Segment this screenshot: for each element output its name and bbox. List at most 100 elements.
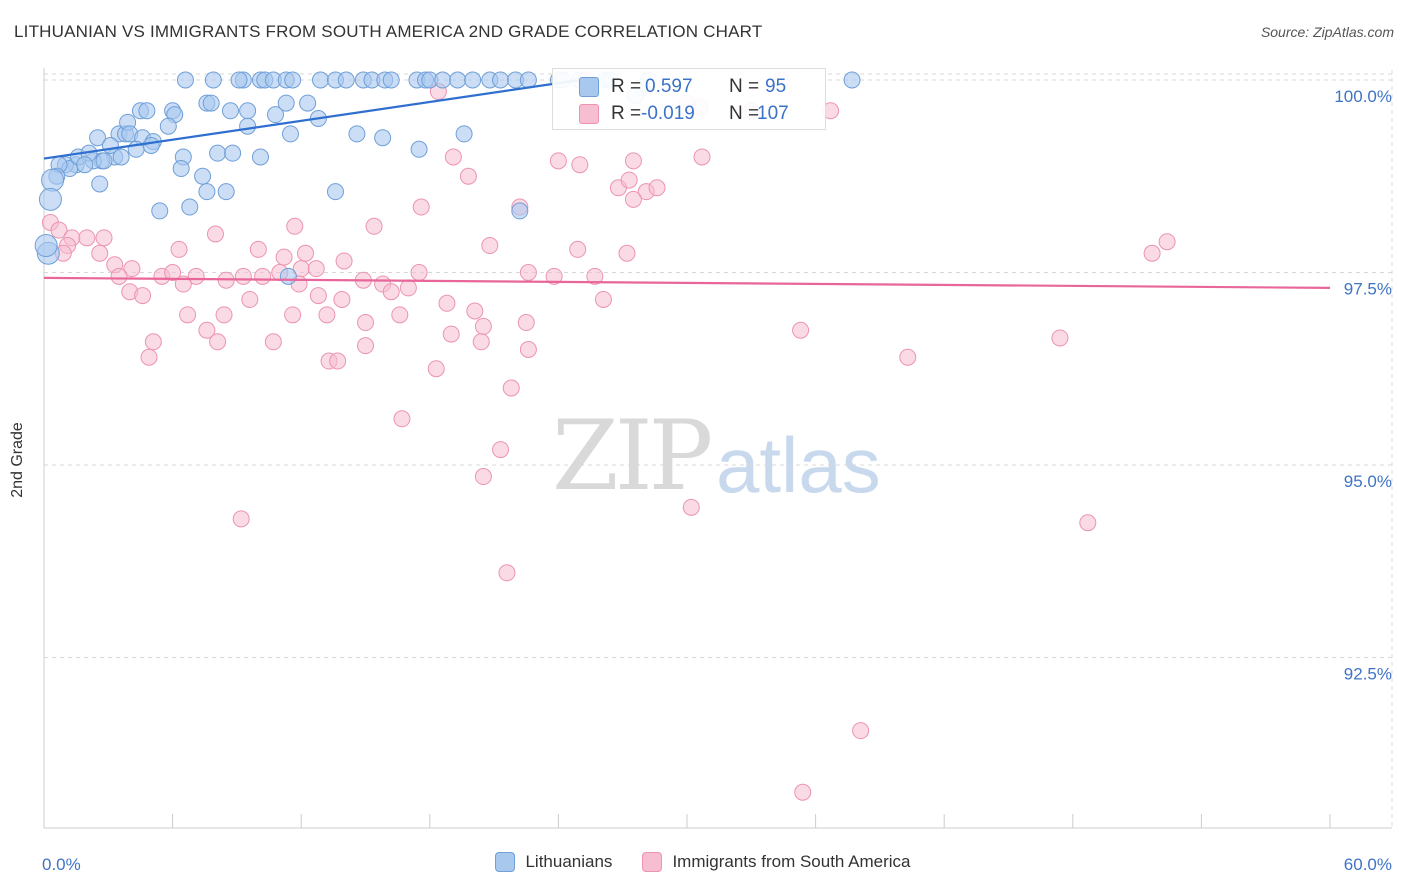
data-point-lithuanians	[277, 94, 295, 112]
y-tick-label: 95.0%	[1344, 472, 1392, 491]
x-tick-label: 60.0%	[1344, 855, 1392, 874]
data-point-immigrants	[586, 267, 604, 285]
data-point-lithuanians	[284, 71, 302, 89]
data-point-immigrants	[1079, 514, 1097, 532]
stats-n-label: N =	[729, 103, 760, 124]
data-point-immigrants	[1143, 244, 1161, 262]
data-point-lithuanians	[202, 94, 220, 112]
chart-legend: Lithuanians Immigrants from South Americ…	[0, 852, 1406, 872]
data-point-lithuanians	[230, 71, 248, 89]
y-tick-label: 92.5%	[1344, 665, 1392, 684]
data-point-immigrants	[1158, 233, 1176, 251]
data-point-lithuanians	[251, 148, 269, 166]
data-point-lithuanians	[221, 102, 239, 120]
data-point-immigrants	[472, 333, 490, 351]
data-point-lithuanians	[311, 71, 329, 89]
data-point-immigrants	[519, 341, 537, 358]
data-point-immigrants	[365, 217, 383, 235]
data-point-immigrants	[286, 217, 304, 235]
data-point-lithuanians	[410, 140, 428, 158]
data-point-immigrants	[357, 314, 374, 332]
data-point-immigrants	[254, 267, 272, 285]
data-point-lithuanians	[239, 117, 257, 135]
data-point-lithuanians	[266, 106, 284, 124]
data-point-immigrants	[444, 148, 462, 166]
data-point-immigrants	[179, 306, 197, 324]
data-point-immigrants	[393, 410, 411, 428]
stats-swatch-pink	[579, 104, 599, 124]
data-point-lithuanians	[511, 202, 529, 220]
data-point-lithuanians	[204, 71, 222, 89]
data-point-immigrants	[264, 333, 282, 351]
data-point-lithuanians	[239, 102, 257, 120]
grid-layer	[44, 70, 1393, 828]
legend-item-lithuanians[interactable]: Lithuanians	[495, 852, 612, 872]
stats-n-label: N =	[729, 76, 760, 97]
data-point-immigrants	[110, 267, 128, 285]
data-point-lithuanians	[91, 175, 109, 193]
trend-line-immigrants	[43, 276, 1331, 289]
data-point-immigrants	[412, 198, 430, 216]
data-point-immigrants	[1051, 329, 1069, 347]
data-point-lithuanians	[151, 202, 169, 220]
data-point-lithuanians	[181, 198, 199, 216]
data-point-immigrants	[329, 352, 347, 370]
data-point-immigrants	[187, 267, 205, 285]
trend-lines	[43, 78, 1331, 289]
data-point-lithuanians	[519, 71, 537, 89]
data-point-lithuanians	[455, 125, 473, 143]
data-point-immigrants	[50, 221, 68, 239]
data-point-immigrants	[78, 229, 96, 247]
data-point-immigrants	[474, 468, 492, 486]
stats-r-value: 0.597	[645, 76, 693, 97]
data-point-immigrants	[459, 167, 477, 185]
data-point-lithuanians	[449, 71, 467, 89]
data-point-immigrants	[307, 260, 325, 278]
data-point-immigrants	[333, 290, 351, 308]
data-point-immigrants	[206, 225, 224, 243]
chart-title: LITHUANIAN VS IMMIGRANTS FROM SOUTH AMER…	[14, 22, 763, 41]
data-point-lithuanians	[492, 71, 510, 89]
trend-line-lithuanians	[43, 78, 580, 160]
data-point-lithuanians	[198, 183, 216, 201]
data-point-lithuanians	[172, 160, 190, 178]
data-point-immigrants	[594, 290, 612, 308]
data-point-immigrants	[318, 306, 336, 324]
data-point-lithuanians	[843, 71, 861, 89]
stats-r-label: R =	[611, 103, 642, 124]
data-point-immigrants	[481, 237, 499, 255]
source-credit: Source: ZipAtlas.com	[1260, 24, 1394, 40]
data-point-immigrants	[682, 498, 700, 516]
data-point-immigrants	[427, 360, 445, 378]
y-tick-label: 97.5%	[1344, 280, 1392, 299]
stats-n-value: 95	[765, 76, 787, 97]
data-point-immigrants	[794, 783, 812, 801]
legend-swatch-blue	[495, 852, 516, 872]
data-point-immigrants	[618, 244, 636, 262]
data-point-immigrants	[391, 306, 409, 324]
data-point-immigrants	[502, 379, 520, 397]
axis-layer	[43, 68, 1392, 829]
data-point-immigrants	[474, 317, 492, 335]
data-point-immigrants	[232, 510, 250, 528]
data-point-lithuanians	[138, 102, 156, 120]
data-point-lithuanians	[217, 183, 235, 201]
stats-swatch-blue	[579, 77, 599, 97]
data-point-immigrants	[620, 171, 638, 189]
legend-item-immigrants[interactable]: Immigrants from South America	[642, 852, 911, 872]
data-point-immigrants	[234, 267, 252, 285]
legend-label-immigrants: Immigrants from South America	[672, 852, 911, 871]
data-point-immigrants	[296, 244, 314, 262]
data-point-immigrants	[164, 264, 182, 281]
data-point-lithuanians	[89, 129, 107, 147]
data-point-lithuanians	[194, 167, 212, 185]
data-point-immigrants	[249, 240, 267, 258]
data-point-lithuanians	[374, 129, 392, 147]
data-point-immigrants	[140, 348, 158, 366]
data-point-lithuanians	[142, 136, 160, 154]
stats-row-lithuanians: R = 0.597 N = 95	[553, 73, 825, 101]
data-point-lithuanians	[112, 148, 130, 166]
data-point-immigrants	[466, 302, 484, 320]
data-point-lithuanians	[382, 71, 400, 89]
